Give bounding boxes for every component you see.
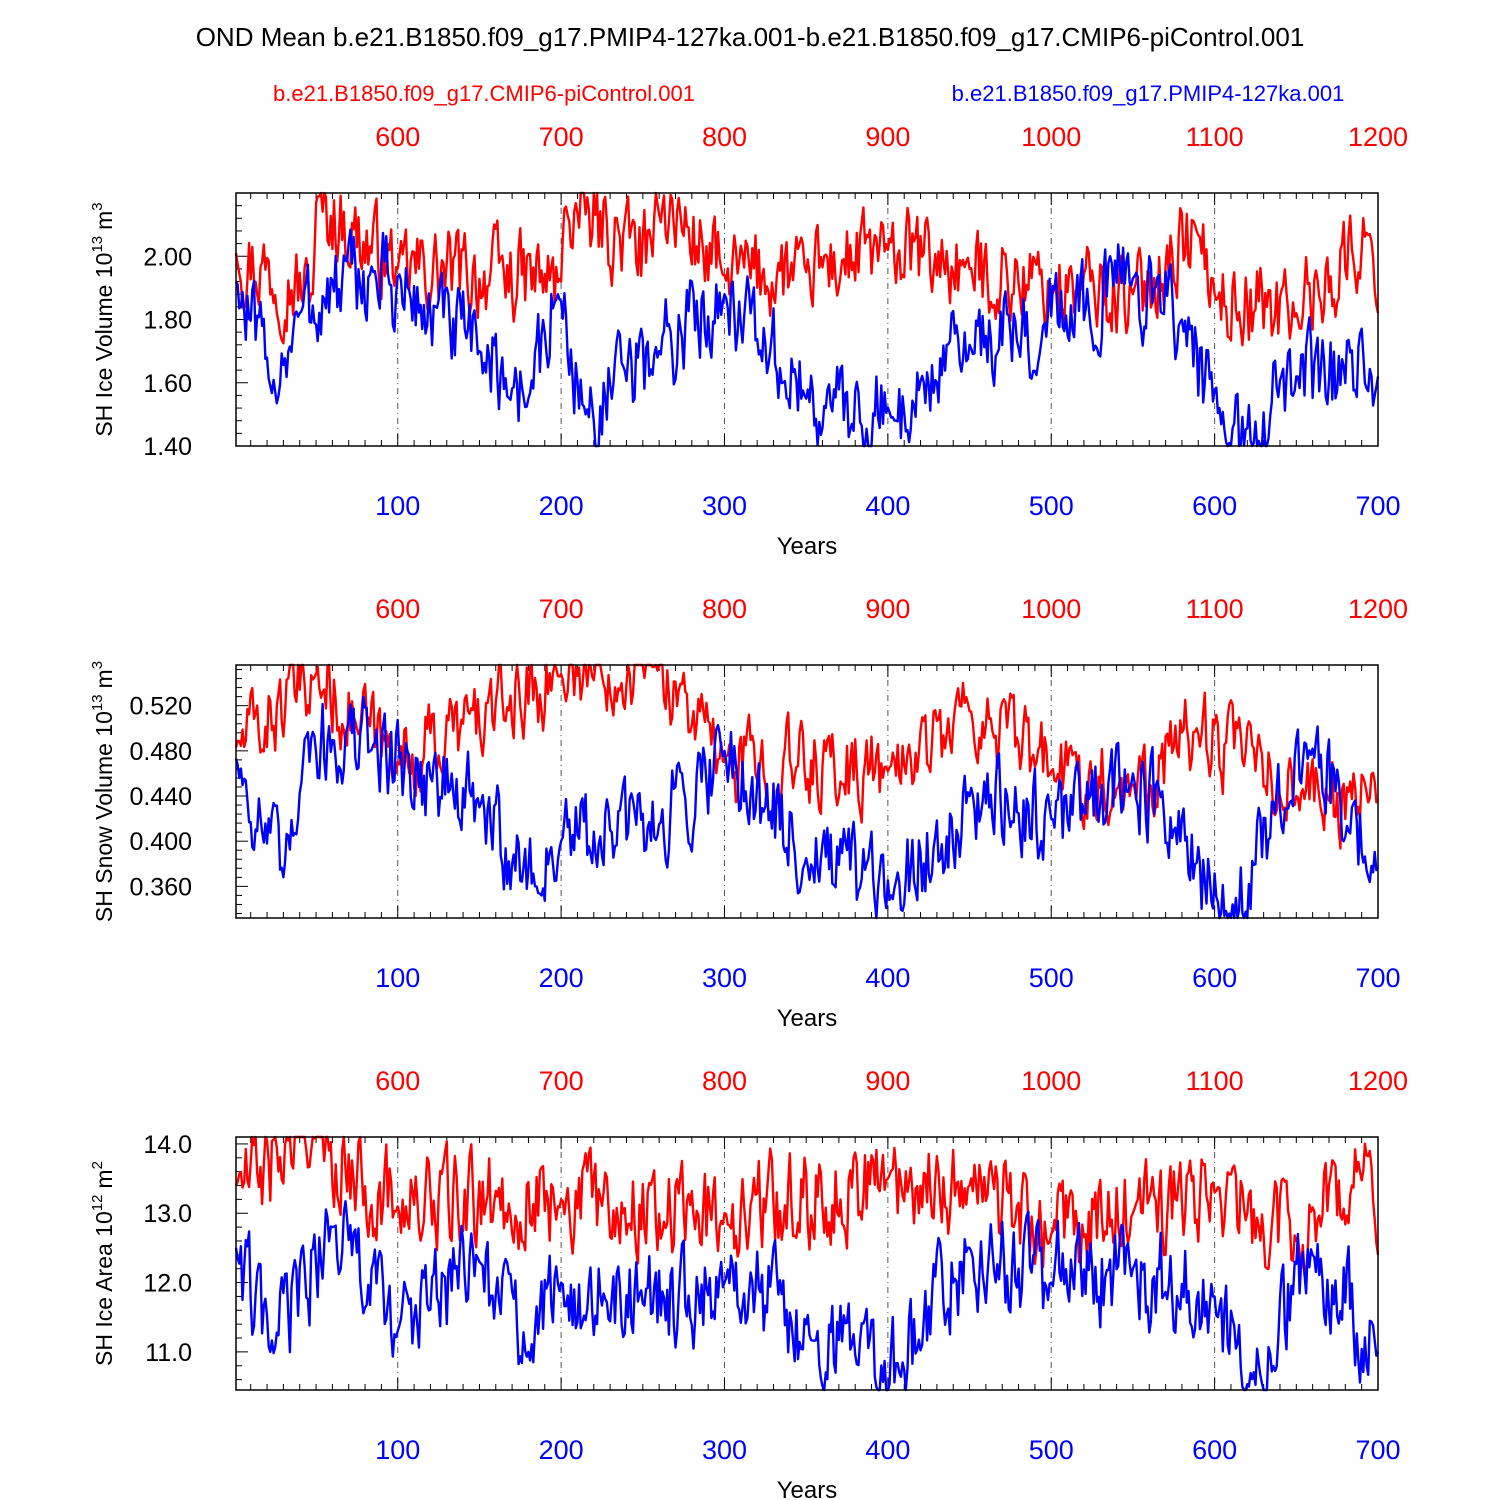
y-tick-label: 12.0 — [143, 1270, 192, 1298]
y-axis-label-unit: m — [91, 1169, 117, 1188]
series-line-control — [234, 1135, 1380, 1277]
x-top-tick-label: 800 — [702, 1066, 747, 1096]
x-top-tick-label: 600 — [375, 594, 420, 624]
chart-panel-3: 600 700 800 900 1000 1100 1200 100 200 300 400 500 6… — [89, 1066, 1408, 1500]
x-bottom-tick-label: 100 — [375, 491, 420, 521]
plot-frame — [235, 1136, 1379, 1391]
chart-panel-2: 600 700 800 900 1000 1100 1200 100 200 300 400 500 6… — [89, 594, 1408, 1032]
x-top-tick-label: 1200 — [1348, 594, 1408, 624]
x-top-tick-label: 800 — [702, 594, 747, 624]
x-top-tick-label: 1000 — [1021, 1066, 1081, 1096]
x-bottom-tick-label: 200 — [539, 491, 584, 521]
x-top-tick-label: 1000 — [1021, 122, 1081, 152]
x-bottom-tick-label: 200 — [539, 963, 584, 993]
x-top-tick-label: 1100 — [1186, 594, 1244, 624]
series-line-control — [234, 191, 1380, 347]
y-tick-label: 0.360 — [129, 873, 192, 901]
plot-frame — [235, 664, 1379, 919]
y-tick-label: 13.0 — [143, 1200, 192, 1228]
x-bottom-tick-label: 600 — [1192, 963, 1237, 993]
y-tick-label: 0.480 — [129, 738, 192, 766]
x-bottom-tick-label: 100 — [375, 1435, 420, 1465]
x-top-tick-label: 1100 — [1186, 1066, 1244, 1096]
legend-control-label: b.e21.B1850.f09_g17.CMIP6-piControl.001 — [273, 81, 695, 106]
x-top-tick-label: 800 — [702, 122, 747, 152]
series-line-control — [234, 663, 1379, 850]
x-bottom-tick-label: 600 — [1192, 1435, 1237, 1465]
figure-title: OND Mean b.e21.B1850.f09_g17.PMIP4-127ka… — [196, 22, 1305, 52]
x-bottom-tick-label: 700 — [1355, 1435, 1400, 1465]
series-line-pmip — [234, 1200, 1380, 1392]
chart-panel-1: 600 700 800 900 1000 1100 1200 100 200 300 400 500 6… — [89, 122, 1408, 560]
x-axis-label: Years — [777, 1005, 838, 1032]
y-tick-label: 2.00 — [143, 243, 192, 271]
x-bottom-tick-label: 700 — [1355, 491, 1400, 521]
y-axis-label-exponent: 13 — [89, 236, 106, 253]
x-top-tick-label: 900 — [865, 594, 910, 624]
y-axis-label-unit: m — [91, 211, 117, 230]
x-bottom-tick-label: 500 — [1029, 1435, 1074, 1465]
y-axis-label-text: SH Ice Volume 10 — [91, 253, 117, 437]
x-bottom-tick-label: 300 — [702, 491, 747, 521]
x-bottom-tick-label: 600 — [1192, 491, 1237, 521]
x-bottom-tick-label: 400 — [865, 963, 910, 993]
series-line-pmip — [234, 695, 1379, 920]
y-tick-label: 1.60 — [143, 370, 192, 398]
y-axis-label-exponent: 12 — [89, 1195, 106, 1212]
y-tick-label: 1.40 — [143, 433, 192, 461]
x-bottom-tick-label: 400 — [865, 491, 910, 521]
x-top-tick-label: 600 — [375, 1066, 420, 1096]
x-top-tick-label: 1000 — [1021, 594, 1081, 624]
x-top-tick-label: 700 — [539, 1066, 584, 1096]
y-tick-label: 11.0 — [145, 1339, 192, 1367]
y-axis-label-exponent: 13 — [89, 694, 106, 711]
x-top-tick-label: 1200 — [1348, 1066, 1408, 1096]
x-top-tick-label: 1100 — [1186, 122, 1244, 152]
x-bottom-tick-label: 300 — [702, 1435, 747, 1465]
y-axis-label: SH Ice Area 1012 m2 — [89, 1161, 117, 1366]
x-top-tick-label: 700 — [539, 122, 584, 152]
x-bottom-tick-label: 200 — [539, 1435, 584, 1465]
x-top-tick-label: 1200 — [1348, 122, 1408, 152]
y-axis-label: SH Snow Volume 1013 m3 — [89, 661, 117, 922]
x-bottom-tick-label: 500 — [1029, 963, 1074, 993]
legend-pmip-label: b.e21.B1850.f09_g17.PMIP4-127ka.001 — [952, 81, 1345, 106]
y-tick-label: 14.0 — [143, 1131, 192, 1159]
x-axis-label: Years — [777, 533, 838, 560]
x-bottom-tick-label: 400 — [865, 1435, 910, 1465]
y-tick-label: 1.80 — [143, 307, 192, 335]
x-axis-label: Years — [777, 1477, 838, 1500]
series-line-pmip — [234, 228, 1380, 448]
y-axis-label-text: SH Ice Area 10 — [91, 1211, 117, 1366]
x-top-tick-label: 900 — [865, 122, 910, 152]
x-top-tick-label: 700 — [539, 594, 584, 624]
x-bottom-tick-label: 500 — [1029, 491, 1074, 521]
y-axis-label: SH Ice Volume 1013 m3 — [89, 202, 117, 436]
y-axis-label-text: SH Snow Volume 10 — [91, 711, 117, 922]
y-tick-label: 0.520 — [129, 693, 192, 721]
y-tick-label: 0.440 — [129, 783, 192, 811]
y-axis-label-unit-exponent: 3 — [89, 661, 106, 669]
y-axis-label-unit: m — [91, 669, 117, 688]
chart-panels: 600 700 800 900 1000 1100 1200 100 200 300 400 500 6… — [89, 122, 1408, 1500]
x-top-tick-label: 900 — [865, 1066, 910, 1096]
x-top-tick-label: 600 — [375, 122, 420, 152]
x-bottom-tick-label: 700 — [1355, 963, 1400, 993]
x-bottom-tick-label: 300 — [702, 963, 747, 993]
plot-frame — [235, 192, 1379, 447]
y-axis-label-unit-exponent: 3 — [89, 202, 106, 210]
x-bottom-tick-label: 100 — [375, 963, 420, 993]
y-axis-label-unit-exponent: 2 — [89, 1161, 106, 1169]
y-tick-label: 0.400 — [129, 828, 192, 856]
